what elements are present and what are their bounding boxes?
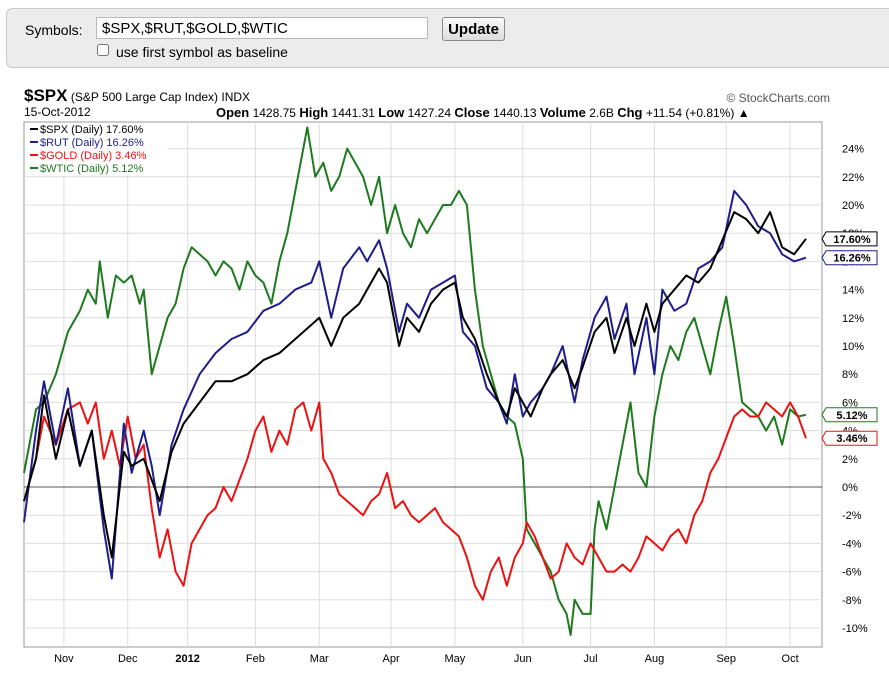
x-tick-label: Jun (514, 653, 532, 665)
close-label: Close (454, 105, 490, 120)
update-button[interactable]: Update (442, 17, 505, 41)
y-tick-label: -6% (842, 567, 862, 579)
low-label: Low (378, 105, 405, 120)
x-tick-label: 2012 (175, 653, 199, 665)
y-tick-label: 24% (842, 144, 864, 156)
legend-box (26, 123, 168, 175)
end-value-tag (821, 231, 878, 247)
end-value-label: 3.46% (836, 433, 867, 445)
plot-area (23, 121, 823, 648)
x-tick-label: Jul (584, 653, 598, 665)
legend-entry[interactable]: $GOLD (Daily) 3.46% (40, 150, 147, 162)
chart-title-line: $SPX (S&P 500 Large Cap Index) INDX (24, 86, 250, 106)
close-value: 1440.13 (493, 106, 537, 120)
legend-entry[interactable]: $WTIC (Daily) 5.12% (40, 163, 144, 175)
chg-value: +11.54 (+0.81%) (645, 106, 735, 120)
series-line[interactable] (23, 211, 807, 559)
x-tick-label: Sep (716, 653, 736, 665)
legend-entry[interactable]: $RUT (Daily) 16.26% (40, 137, 144, 149)
y-tick-label: -4% (842, 538, 862, 550)
y-tick-label: 8% (842, 369, 858, 381)
y-tick-label: 0% (842, 482, 858, 494)
volume-value: 2.6B (589, 106, 614, 120)
y-tick-label: 10% (842, 341, 864, 353)
y-tick-label: -2% (842, 510, 862, 522)
baseline-checkbox-label: use first symbol as baseline (116, 44, 288, 60)
stockcharts-logo[interactable]: © StockCharts.com (726, 91, 830, 105)
end-value-tag (821, 407, 878, 423)
y-tick-label: 2% (842, 454, 858, 466)
chart-symbol: $SPX (24, 86, 68, 105)
y-tick-label: 22% (842, 172, 864, 184)
x-tick-label: Mar (310, 653, 329, 665)
x-tick-label: Nov (54, 653, 74, 665)
y-tick-label: 14% (842, 285, 864, 297)
up-arrow-icon: ▲ (737, 106, 750, 120)
x-tick-label: May (445, 653, 466, 665)
x-tick-label: Dec (118, 653, 138, 665)
end-value-tag (821, 250, 878, 266)
end-value-label: 17.60% (833, 234, 871, 246)
y-tick-label: 6% (842, 397, 858, 409)
x-tick-label: Aug (645, 653, 665, 665)
symbols-input[interactable] (96, 17, 428, 39)
chg-label: Chg (617, 105, 643, 120)
end-value-tag (821, 430, 878, 446)
y-tick-label: -8% (842, 595, 862, 607)
high-value: 1441.31 (331, 106, 375, 120)
series-line[interactable] (23, 189, 807, 580)
chart-date: 15-Oct-2012 (24, 105, 91, 119)
symbols-bar: Symbols: Update use first symbol as base… (6, 8, 889, 68)
series-line[interactable] (23, 401, 807, 601)
y-tick-label: -10% (842, 623, 868, 635)
end-value-label: 5.12% (836, 410, 867, 422)
y-tick-label: 20% (842, 200, 864, 212)
series-line[interactable] (23, 126, 807, 636)
open-label: Open (216, 105, 250, 120)
x-tick-label: Apr (383, 653, 400, 665)
chart-exchange: INDX (221, 90, 251, 104)
chart-symbol-name: (S&P 500 Large Cap Index) (70, 90, 219, 104)
legend-entry[interactable]: $SPX (Daily) 17.60% (40, 124, 144, 136)
baseline-checkbox[interactable] (97, 44, 109, 56)
y-tick-label: 12% (842, 313, 864, 325)
x-tick-label: Oct (782, 653, 799, 665)
high-label: High (299, 105, 329, 120)
volume-label: Volume (539, 105, 586, 120)
end-value-label: 16.26% (833, 253, 871, 265)
x-tick-label: Feb (246, 653, 265, 665)
low-value: 1427.24 (407, 106, 452, 120)
symbols-label: Symbols: (25, 22, 83, 38)
open-value: 1428.75 (252, 106, 296, 120)
ohlc-readout: Open 1428.75 High 1441.31 Low 1427.24 Cl… (216, 105, 750, 120)
